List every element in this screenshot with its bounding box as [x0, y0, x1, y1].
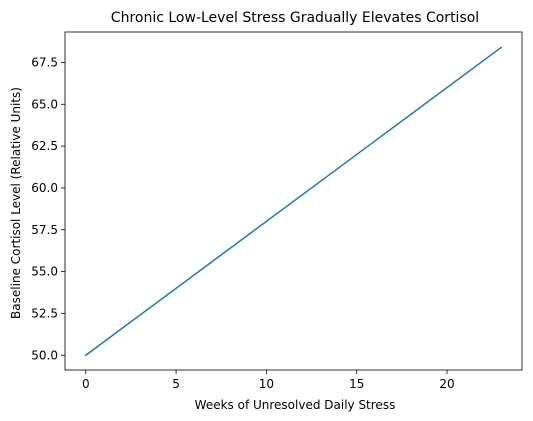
chart-title: Chronic Low-Level Stress Gradually Eleva… [111, 10, 479, 26]
x-axis-label: Weeks of Unresolved Daily Stress [195, 398, 396, 412]
y-tick-label: 50.0 [31, 348, 58, 362]
x-tick-label: 20 [439, 377, 454, 391]
plot-area [64, 31, 523, 371]
y-tick-label: 65.0 [31, 97, 58, 111]
x-tick-label: 15 [349, 377, 364, 391]
x-axis-ticks: 0 5 10 15 20 [82, 370, 455, 391]
x-tick-label: 5 [172, 377, 180, 391]
y-axis-ticks: 50.0 52.5 55.0 57.5 60.0 62.5 65.0 67.5 [31, 55, 65, 362]
x-tick-label: 10 [259, 377, 274, 391]
y-tick-label: 57.5 [31, 223, 58, 237]
y-tick-label: 62.5 [31, 139, 58, 153]
y-tick-label: 52.5 [31, 306, 58, 320]
y-axis-label: Baseline Cortisol Level (Relative Units) [9, 87, 23, 319]
y-tick-label: 55.0 [31, 265, 58, 279]
y-tick-label: 67.5 [31, 55, 58, 69]
x-tick-label: 0 [82, 377, 90, 391]
y-tick-label: 60.0 [31, 181, 58, 195]
series-line-0 [84, 46, 503, 357]
plot-frame [64, 31, 523, 371]
